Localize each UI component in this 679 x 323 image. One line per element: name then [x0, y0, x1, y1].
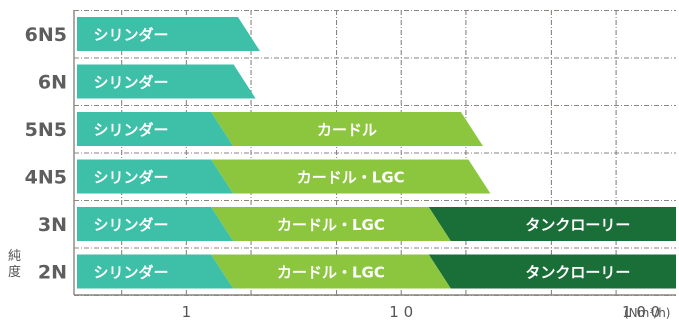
row-label: 6N5 — [25, 24, 67, 46]
x-tick-label: 1 — [182, 303, 192, 321]
row-label: 6N — [38, 72, 67, 94]
grid — [73, 9, 676, 297]
bar-segment-label: カードル — [317, 121, 377, 139]
purity-axis-label-char-2: 度 — [8, 264, 21, 280]
bar-segment-cylinder — [77, 207, 234, 241]
bar-segment-label: シリンダー — [93, 264, 168, 282]
bar-segment-label: カードル・LGC — [277, 264, 385, 282]
bar-segment-label: シリンダー — [93, 216, 168, 234]
row-label: 3N — [38, 214, 67, 236]
bars — [77, 17, 676, 289]
bar-segment-curdle — [211, 207, 451, 241]
row-label: 5N5 — [25, 119, 67, 141]
bar-segment-label: シリンダー — [93, 74, 168, 92]
bar-segment-label: タンクローリー — [525, 216, 630, 234]
bar-segment-cylinder — [77, 112, 234, 146]
x-tick-label: 1 0 0 — [622, 303, 660, 321]
purity-axis-label-char-1: 純 — [8, 249, 21, 264]
bar-segment-curdle — [211, 112, 483, 146]
bar-segment-cylinder — [77, 17, 260, 51]
row-label: 2N — [38, 262, 67, 284]
x-tick-label: 1 0 — [389, 303, 413, 321]
x-axis-unit-label: (Nm³/h) — [624, 306, 671, 320]
bar-segment-cylinder — [77, 159, 234, 194]
bar-segment-cylinder — [77, 254, 234, 289]
bar-segment-curdle — [211, 254, 451, 289]
bar-segment-label: カードル・LGC — [277, 216, 385, 234]
row-label: 4N5 — [25, 167, 67, 189]
bar-segment-label: タンクローリー — [525, 264, 630, 282]
bar-segment-label: シリンダー — [93, 26, 168, 44]
bar-segment-label: カードル・LGC — [297, 169, 405, 187]
bar-segment-label: シリンダー — [93, 121, 168, 139]
bar-segment-tanklorry — [428, 207, 676, 241]
bar-segment-cylinder — [77, 64, 256, 99]
bar-segment-curdle — [211, 159, 491, 194]
bar-segment-label: シリンダー — [93, 169, 168, 187]
bar-segment-tanklorry — [428, 254, 676, 289]
